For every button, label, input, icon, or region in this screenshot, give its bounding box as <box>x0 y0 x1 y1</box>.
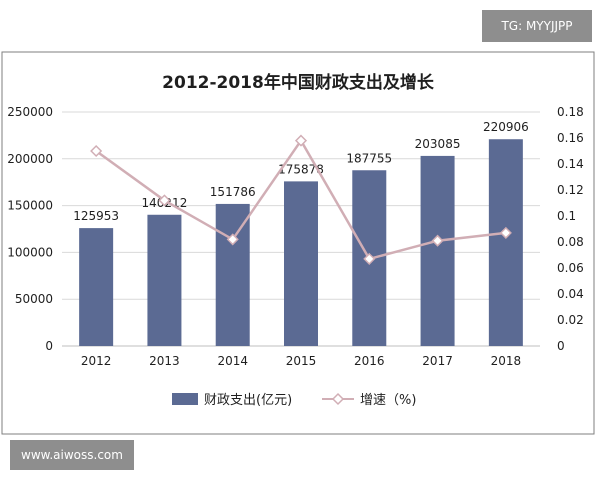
legend-line-marker <box>331 392 345 406</box>
line-point-marker <box>158 194 171 207</box>
x-tick-label: 2014 <box>217 354 248 368</box>
bar-data-label: 125953 <box>73 209 119 223</box>
right-y-axis-ticks: 0 0.02 0.04 0.06 0.08 0.1 0.12 0.14 0.16 0.18 <box>557 105 584 353</box>
watermark-top-right: TG: MYYJJPP <box>482 10 592 42</box>
bar-series <box>79 139 523 346</box>
legend-bar-label: 财政支出(亿元) <box>204 393 292 408</box>
bar-data-label: 187755 <box>346 151 392 165</box>
line-point-marker <box>363 252 376 265</box>
x-tick-label: 2018 <box>491 354 522 368</box>
x-tick-label: 2015 <box>286 354 317 368</box>
left-y-tick-label: 50000 <box>15 292 53 306</box>
x-tick-label: 2017 <box>422 354 453 368</box>
right-y-tick-label: 0.14 <box>557 157 584 171</box>
bar-data-label: 175878 <box>278 162 324 176</box>
right-y-tick-label: 0.1 <box>557 209 576 223</box>
line-point-marker <box>90 144 103 158</box>
line-point-marker <box>499 226 512 239</box>
legend: 财政支出(亿元) 增速（%) <box>172 392 416 408</box>
bar-data-label: 220906 <box>483 120 529 134</box>
left-y-tick-label: 150000 <box>7 199 53 213</box>
right-y-tick-label: 0.06 <box>557 261 584 275</box>
line-point-marker <box>431 234 444 247</box>
right-y-tick-label: 0.16 <box>557 131 584 145</box>
growth-line-series <box>90 134 512 265</box>
x-axis-ticks: 2012 2013 2014 2015 2016 2017 2018 <box>81 354 521 368</box>
right-y-tick-label: 0.04 <box>557 287 584 301</box>
chart-title: 2012-2018年中国财政支出及增长 <box>162 72 435 93</box>
x-tick-label: 2012 <box>81 354 112 368</box>
right-y-tick-label: 0.18 <box>557 105 584 119</box>
bar <box>284 181 318 346</box>
bar-data-label: 151786 <box>210 185 256 199</box>
watermark-bottom-left: www.aiwoss.com <box>10 440 134 470</box>
right-y-tick-label: 0.08 <box>557 235 584 249</box>
legend-bar-swatch <box>172 393 198 405</box>
gridlines <box>62 111 540 347</box>
bar-data-labels: 1259531402121517861758781877552030852209… <box>73 120 529 223</box>
x-tick-label: 2016 <box>354 354 385 368</box>
bar <box>215 203 250 346</box>
right-y-tick-label: 0.12 <box>557 183 584 197</box>
x-tick-label: 2013 <box>149 354 180 368</box>
line-point-marker <box>226 233 239 246</box>
bar-data-label: 203085 <box>415 137 461 151</box>
left-y-axis-ticks: 0 50000 100000 150000 200000 250000 <box>7 105 53 353</box>
left-y-tick-label: 200000 <box>7 152 53 166</box>
left-y-tick-label: 0 <box>45 339 53 353</box>
bar <box>79 228 114 346</box>
bar <box>488 139 523 346</box>
legend-line-label: 增速（%) <box>360 393 416 408</box>
right-y-tick-label: 0 <box>557 339 565 353</box>
line-point-marker <box>294 134 308 147</box>
right-y-tick-label: 0.02 <box>557 313 584 327</box>
bar <box>147 214 182 346</box>
bar <box>420 155 455 346</box>
left-y-tick-label: 250000 <box>7 105 53 119</box>
left-y-tick-label: 100000 <box>7 245 53 259</box>
